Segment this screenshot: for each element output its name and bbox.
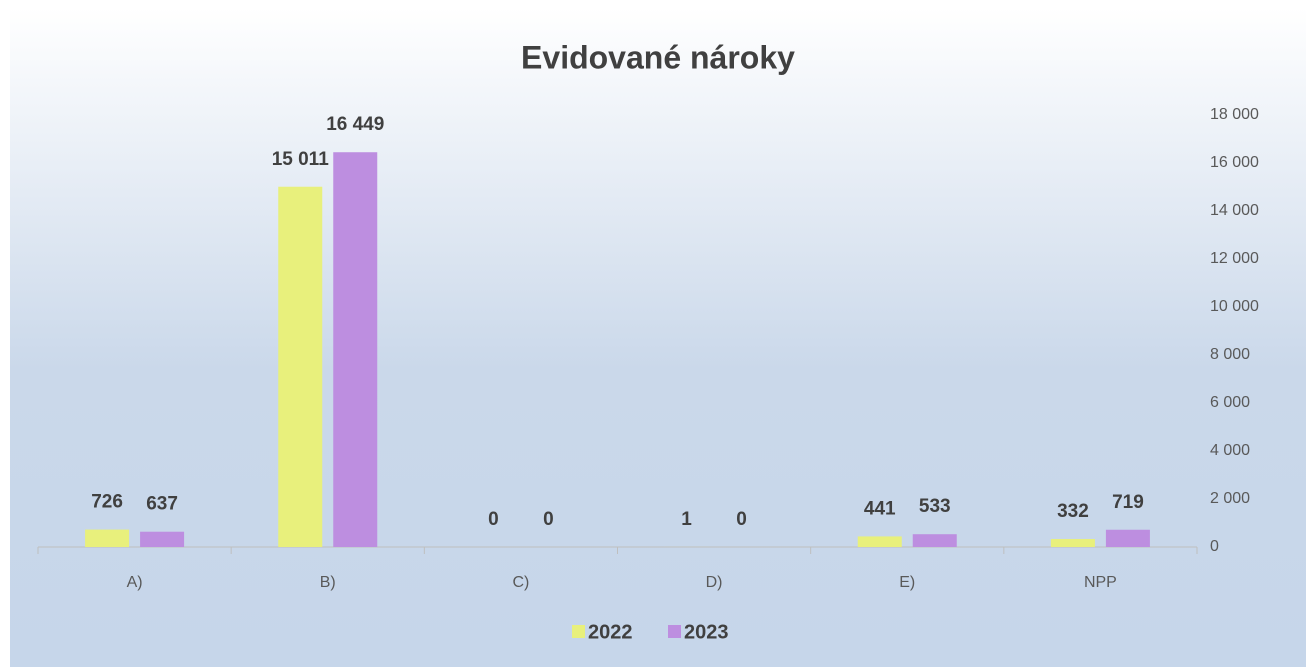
- chart-title: Evidované nároky: [521, 39, 795, 75]
- x-tick-label: D): [706, 574, 723, 591]
- data-label: 533: [919, 496, 951, 517]
- x-tick-label: E): [899, 574, 915, 591]
- x-tick-label: A): [127, 574, 143, 591]
- y-tick-label: 16 000: [1210, 154, 1259, 171]
- y-tick-label: 18 000: [1210, 106, 1259, 123]
- legend-swatch: [668, 625, 681, 638]
- bar: [85, 529, 130, 547]
- bar: [333, 152, 378, 547]
- chart-background: [10, 8, 1306, 667]
- data-label: 441: [864, 498, 896, 519]
- data-label: 332: [1057, 501, 1089, 522]
- bar: [140, 531, 185, 547]
- data-label: 15 011: [272, 149, 329, 170]
- y-tick-label: 4 000: [1210, 442, 1250, 459]
- bar: [278, 186, 323, 547]
- data-label: 16 449: [326, 114, 384, 135]
- bar: [1050, 539, 1095, 547]
- y-tick-label: 12 000: [1210, 250, 1259, 267]
- bar: [912, 534, 957, 547]
- y-tick-label: 8 000: [1210, 346, 1250, 363]
- legend-label: 2022: [588, 621, 633, 643]
- data-label: 719: [1112, 492, 1144, 513]
- data-label: 726: [91, 492, 123, 513]
- data-label: 637: [146, 494, 178, 515]
- data-label: 0: [736, 509, 747, 530]
- y-tick-label: 0: [1210, 538, 1219, 555]
- x-tick-label: B): [320, 574, 336, 591]
- x-tick-label: NPP: [1084, 574, 1117, 591]
- x-tick-label: C): [512, 574, 529, 591]
- legend-swatch: [572, 625, 585, 638]
- bar: [1105, 529, 1150, 547]
- legend-label: 2023: [684, 621, 729, 643]
- y-tick-label: 2 000: [1210, 490, 1250, 507]
- bar: [857, 536, 902, 547]
- y-tick-label: 14 000: [1210, 202, 1259, 219]
- data-label: 0: [488, 509, 499, 530]
- data-label: 1: [681, 509, 692, 530]
- y-tick-label: 6 000: [1210, 394, 1250, 411]
- data-label: 0: [543, 509, 554, 530]
- y-tick-label: 10 000: [1210, 298, 1259, 315]
